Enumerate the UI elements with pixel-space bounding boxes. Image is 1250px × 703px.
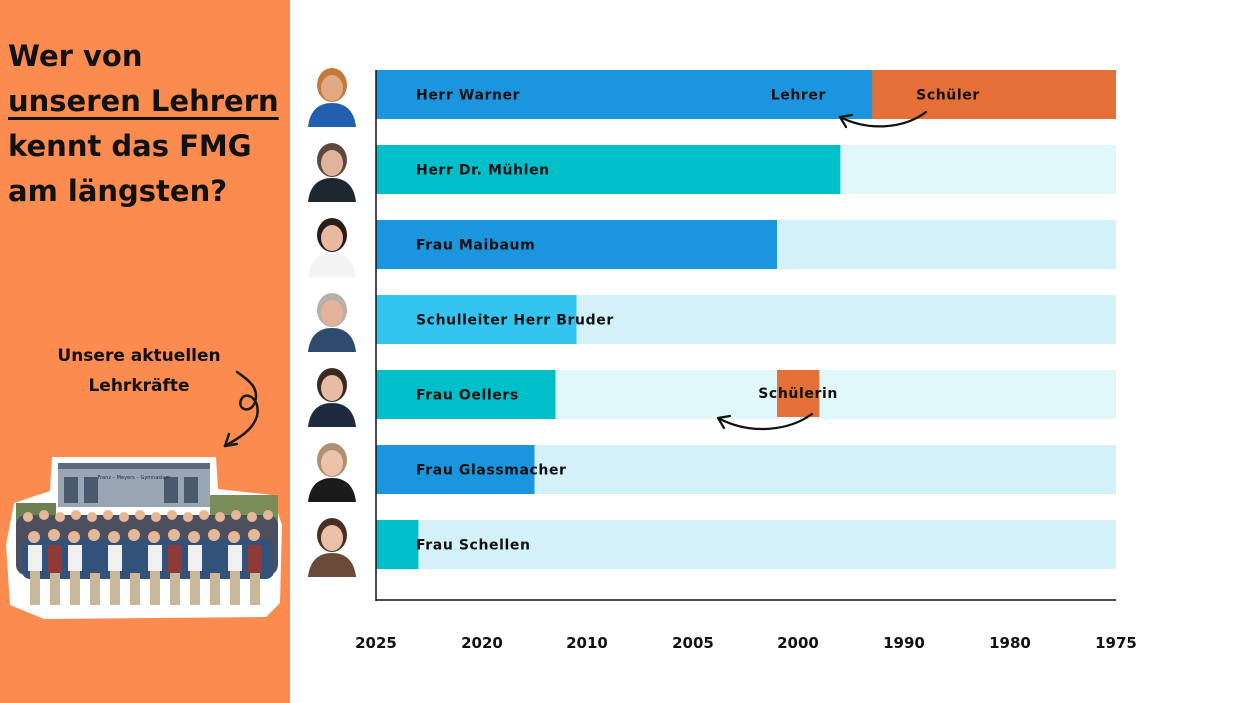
bar-frau-maibaum (376, 220, 777, 269)
bar-segment-schüler (872, 70, 1116, 119)
bar-track-frau-schellen (376, 520, 1116, 569)
arrowhead-icon-schuelerin (716, 414, 732, 430)
bar-label-frau-schellen: Frau Schellen (416, 538, 531, 554)
headline-line-4: am längsten? (8, 174, 228, 208)
curly-arrow-icon (223, 370, 259, 448)
x-tick-label-1980: 1980 (989, 634, 1031, 652)
segment-label-lehrer: Lehrer (771, 88, 826, 104)
bar-segment-lehrer (376, 70, 873, 119)
x-tick-label-2020: 2020 (461, 634, 503, 652)
tag-box-schuelerin (777, 370, 820, 417)
segment-label-schueler: Schüler (916, 88, 980, 104)
headline-line-1: Wer von (8, 39, 143, 73)
crowd (16, 510, 278, 605)
tag-label-schuelerin: Schülerin (758, 386, 838, 402)
bar-herr-dr-mühlen (376, 145, 841, 194)
portrait-suit-man-glasses (306, 138, 358, 202)
headline-line-2: unseren Lehrern (8, 84, 279, 118)
bar-schulleiter-herr-bruder (376, 295, 577, 344)
bar-label-herr-warner: Herr Warner (416, 88, 520, 104)
bar-label-frau-maibaum: Frau Maibaum (416, 238, 535, 254)
building-sign: Franz – Meyers – Gymnasium (98, 475, 171, 481)
bar-label-schulleiter-herr-bruder: Schulleiter Herr Bruder (416, 313, 614, 329)
group-photo: Franz – Meyers – Gymnasium (6, 457, 282, 619)
portrait-smiling-woman-glasses (306, 513, 358, 577)
portrait-grey-suit-man (306, 288, 358, 352)
x-tick-label-2010: 2010 (566, 634, 608, 652)
arrow-icon-schuelerin (716, 412, 814, 431)
bar-frau-glassmacher (376, 445, 535, 494)
portrait-blue-polo-man (306, 63, 358, 127)
x-tick-label-1975: 1975 (1095, 634, 1137, 652)
x-tick-label-2005: 2005 (672, 634, 714, 652)
arrow-icon-schueler (838, 110, 928, 128)
portrait-glasses-woman-blazer (306, 363, 358, 427)
photo-caption-line-2: Lehrkräfte (88, 376, 190, 396)
portrait-curly-hair-woman (306, 438, 358, 502)
arrowhead-icon-schueler (838, 113, 854, 129)
bar-label-frau-oellers: Frau Oellers (416, 388, 519, 404)
photo-caption-line-1: Unsere aktuellen (57, 346, 221, 366)
bar-frau-schellen (376, 520, 419, 569)
headline-line-3: kennt das FMG (8, 129, 252, 163)
x-tick-label-2000: 2000 (777, 634, 819, 652)
bar-frau-oellers (376, 370, 556, 419)
portrait-dark-hair-woman (306, 213, 358, 277)
x-tick-label-1990: 1990 (883, 634, 925, 652)
bar-label-herr-dr-mühlen: Herr Dr. Mühlen (416, 163, 550, 179)
sidebar-panel: Wer von unseren Lehrern kennt das FMG am… (0, 0, 290, 703)
headline: Wer von unseren Lehrern kennt das FMG am… (8, 34, 279, 214)
bar-label-frau-glassmacher: Frau Glassmacher (416, 463, 567, 479)
photo-caption: Unsere aktuellen Lehrkräfte (30, 341, 248, 401)
x-tick-label-2025: 2025 (355, 634, 397, 652)
